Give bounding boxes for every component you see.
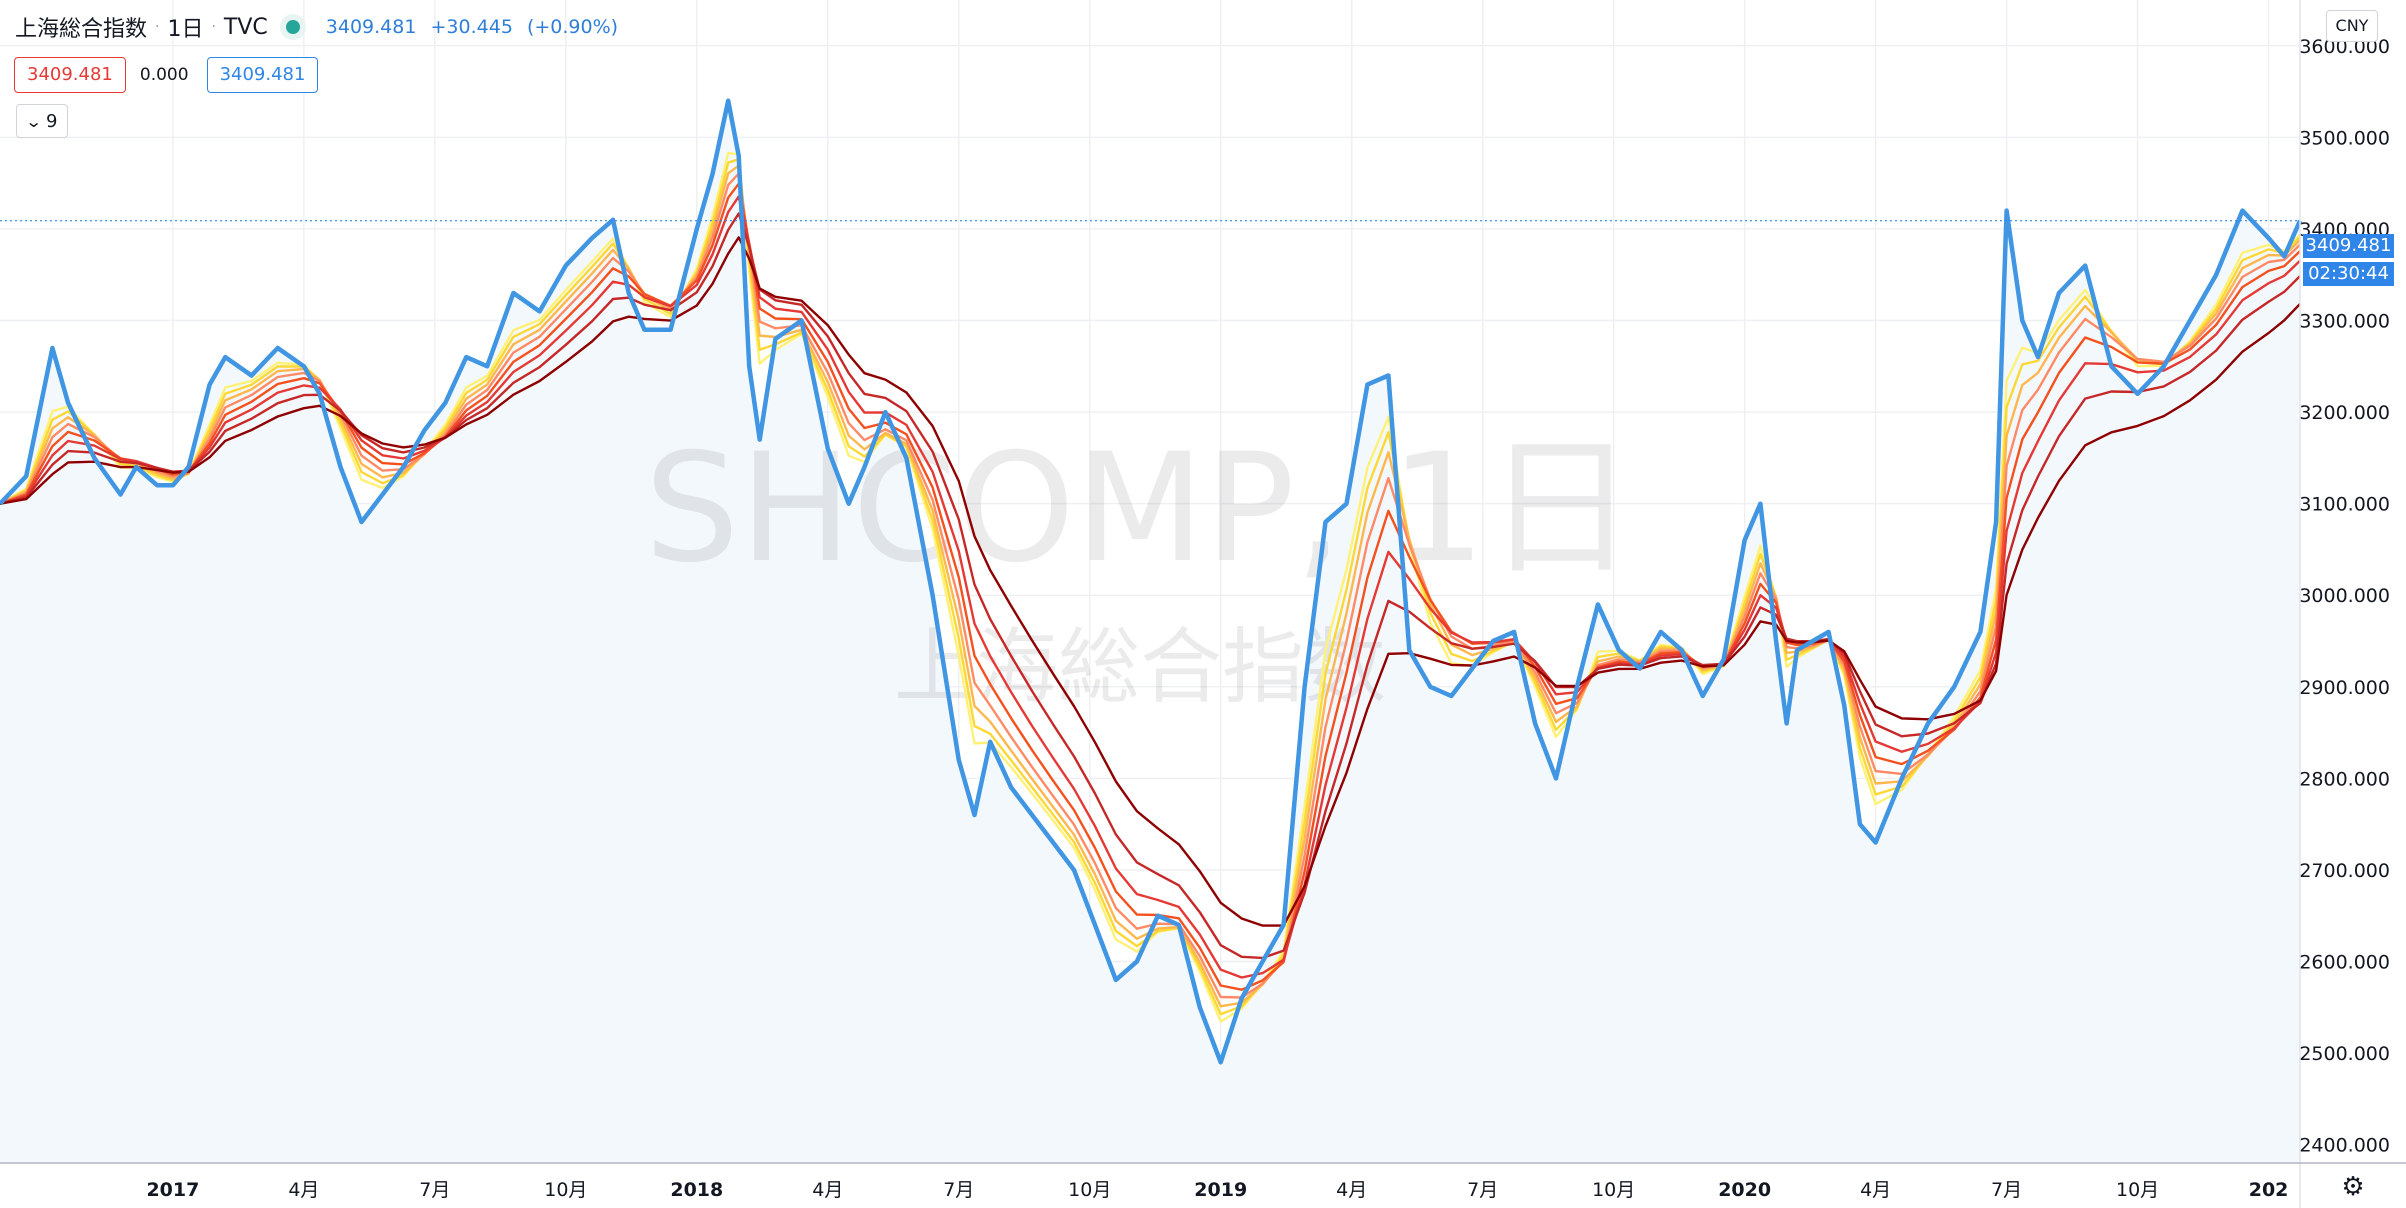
currency-button[interactable]: CNY [2326, 10, 2378, 42]
price-area-fill [0, 100, 2300, 1164]
time-tick-label: 2017 [146, 1179, 199, 1201]
time-tick-label: 2019 [1194, 1179, 1247, 1201]
time-tick-label: 4月 [1860, 1179, 1891, 1201]
interval-label[interactable]: 1日 [167, 17, 204, 42]
chevron-down-icon: ⌄ [24, 111, 42, 131]
gear-icon[interactable]: ⚙ [2341, 1172, 2365, 1202]
time-tick-label: 202 [2249, 1179, 2289, 1201]
price-tick-label: 2600.000 [2299, 952, 2390, 974]
header-separator: · [155, 19, 160, 35]
price-change-percent: (+0.90%) [526, 16, 619, 38]
time-tick-label: 7月 [1991, 1179, 2022, 1201]
header-separator: · [211, 19, 216, 35]
exchange-label: TVC [223, 14, 268, 40]
symbol-watermark: SHCOMP, 1日 上海総合指数 [644, 422, 1635, 715]
indicator-count: 9 [45, 110, 58, 132]
indicator-value-red: 3409.481 [14, 57, 126, 93]
time-tick-label: 10月 [1068, 1179, 1111, 1201]
symbol-header: 上海総合指数 · 1日 · TVC 3409.481 +30.445 (+0.9… [15, 12, 626, 43]
price-tick-label: 3200.000 [2299, 402, 2390, 424]
price-tick-label: 2500.000 [2299, 1043, 2390, 1065]
price-change: +30.445 [430, 16, 513, 38]
time-tick-label: 10月 [2116, 1179, 2159, 1201]
price-tick-label: 3100.000 [2299, 494, 2390, 516]
price-tick-label: 2800.000 [2299, 768, 2390, 790]
time-axis[interactable]: 2017 4月 7月 10月 2018 4月 7月 10月 2019 4月 7月 10月 2020 4月 7… [146, 1179, 2288, 1201]
bar-countdown: 02:30:44 [2303, 262, 2394, 286]
price-tick-label: 2900.000 [2299, 677, 2390, 699]
indicator-values: 3409.481 0.000 3409.481 [14, 57, 319, 93]
indicator-value-zero: 0.000 [139, 65, 189, 85]
ma-line [0, 236, 2301, 927]
time-tick-label: 7月 [1467, 1179, 1498, 1201]
time-tick-label: 4月 [288, 1179, 319, 1201]
price-tick-label: 2400.000 [2299, 1135, 2390, 1157]
price-axis[interactable]: 3600.0003500.0003400.0003300.0003200.000… [2299, 36, 2390, 1157]
ma-line [0, 195, 2301, 979]
time-tick-label: 4月 [1336, 1179, 1367, 1201]
time-tick-label: 7月 [419, 1179, 450, 1201]
indicator-collapse-button[interactable]: ⌄ 9 [16, 104, 68, 138]
ma-line [0, 212, 2301, 960]
time-tick-label: 10月 [544, 1179, 587, 1201]
time-tick-label: 2020 [1718, 1179, 1771, 1201]
quote-line: 3409.481 +30.445 (+0.90%) [326, 16, 626, 38]
price-line[interactable] [0, 98, 2303, 1065]
market-status-icon[interactable] [285, 20, 300, 34]
price-tick-label: 3000.000 [2299, 585, 2390, 607]
time-tick-label: 7月 [943, 1179, 974, 1201]
indicator-value-blue: 3409.481 [206, 57, 319, 93]
time-tick-label: 2018 [670, 1179, 723, 1201]
symbol-name[interactable]: 上海総合指数 [15, 17, 148, 42]
current-price: 3409.481 [325, 16, 417, 38]
time-tick-label: 4月 [812, 1179, 843, 1201]
watermark-ticker: SHCOMP, 1日 [644, 422, 1635, 596]
price-tick-label: 3300.000 [2299, 311, 2390, 333]
time-tick-label: 10月 [1592, 1179, 1635, 1201]
price-tick-label: 2700.000 [2299, 860, 2390, 882]
price-tick-label: 3500.000 [2299, 127, 2390, 149]
last-price-label: 3409.481 [2303, 234, 2394, 258]
ma-line [0, 172, 2301, 999]
